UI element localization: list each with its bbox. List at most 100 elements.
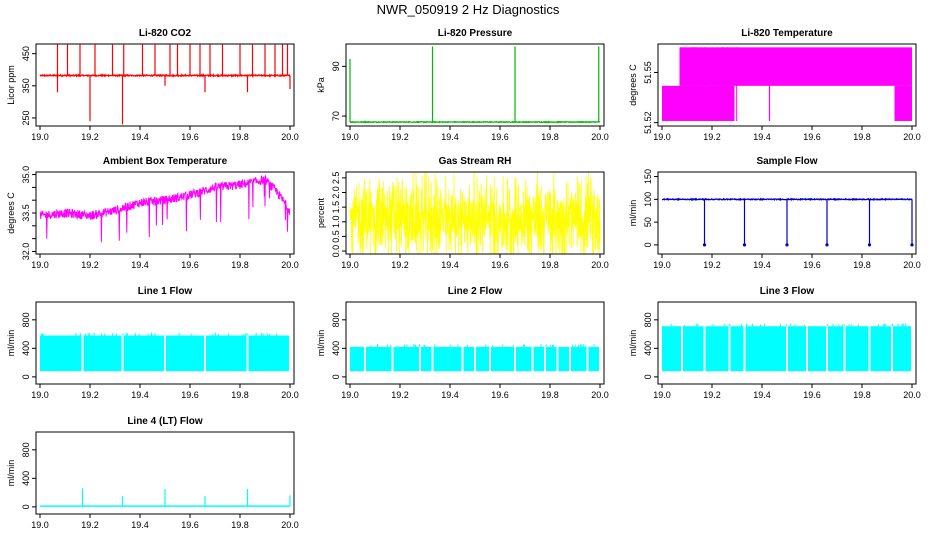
- chart-title: Line 1 Flow: [138, 286, 193, 297]
- data-band: [588, 346, 599, 372]
- data-band: [558, 346, 569, 372]
- x-tick-label: 19.0: [31, 260, 49, 270]
- x-tick-label: 19.4: [753, 390, 771, 400]
- chart-title: Line 4 (LT) Flow: [127, 416, 203, 427]
- x-tick-label: 19.0: [341, 390, 359, 400]
- y-tick-label: 800: [21, 312, 31, 327]
- data-band: [166, 335, 204, 372]
- data-point: [785, 243, 789, 247]
- y-tick-label: 51.55: [643, 61, 653, 84]
- chart-panel-4: Ambient Box Temperature 19.0 19.2 19.4 19.6 1…: [6, 156, 299, 270]
- x-tick-label: 19.2: [703, 390, 721, 400]
- chart-title: Line 2 Flow: [448, 286, 503, 297]
- chart-panel-10: Line 4 (LT) Flow 19.0 19.2 19.4 19.6 19.8 20.0…: [6, 416, 299, 530]
- plot-frame: [35, 43, 295, 127]
- x-tick-label: 20.0: [281, 260, 299, 270]
- y-tick-label: 51.52: [643, 111, 653, 134]
- x-tick-label: 19.8: [231, 260, 249, 270]
- x-tick-label: 19.8: [853, 390, 871, 400]
- data-block: [894, 85, 912, 121]
- x-tick-label: 19.6: [491, 260, 509, 270]
- x-tick-label: 19.8: [541, 260, 559, 270]
- x-tick-label: 19.2: [81, 260, 99, 270]
- data-point: [742, 243, 747, 247]
- data-band: [571, 346, 587, 372]
- y-axis-label: ml/min: [628, 330, 638, 357]
- data-band: [491, 346, 514, 372]
- data-band: [828, 326, 844, 372]
- data-band: [433, 346, 462, 372]
- x-tick-label: 19.4: [131, 390, 149, 400]
- x-tick-label: 19.2: [391, 132, 409, 142]
- y-axis-label: ml/min: [6, 460, 16, 487]
- y-tick-label: 33.5: [21, 204, 31, 222]
- plot-frame: [35, 301, 295, 385]
- data-band: [788, 326, 806, 372]
- figure-title: NWR_050919 2 Hz Diagnostics: [376, 2, 560, 17]
- chart-title: Li-820 CO2: [139, 28, 192, 39]
- x-tick-label: 19.6: [803, 132, 821, 142]
- y-tick-label: 100: [643, 192, 653, 207]
- data-band: [870, 326, 891, 372]
- x-tick-label: 20.0: [281, 520, 299, 530]
- data-band: [350, 346, 364, 372]
- x-tick-label: 20.0: [591, 132, 609, 142]
- chart-series: [349, 46, 601, 124]
- plot-frame: [657, 171, 917, 255]
- chart-title: Sample Flow: [756, 156, 817, 167]
- x-tick-label: 19.6: [181, 390, 199, 400]
- chart-series: [39, 174, 291, 243]
- y-axis-label: percent: [316, 197, 326, 228]
- y-tick-label: 150: [643, 169, 653, 184]
- x-tick-label: 19.8: [231, 390, 249, 400]
- x-tick-label: 20.0: [591, 390, 609, 400]
- plot-frame: [657, 301, 917, 385]
- chart-panel-3: Li-820 Temperature 19.0 19.2 19.4 19.6 19.8 20…: [628, 28, 921, 142]
- y-axis-label: ml/min: [316, 330, 326, 357]
- data-point: [910, 243, 914, 247]
- data-line: [661, 197, 913, 202]
- x-tick-label: 19.0: [31, 520, 49, 530]
- x-tick-label: 19.6: [803, 260, 821, 270]
- data-band: [40, 335, 82, 372]
- x-tick-label: 19.4: [753, 132, 771, 142]
- plot-frame: [345, 171, 605, 255]
- plot-frame: [345, 301, 605, 385]
- chart-series: [349, 171, 601, 255]
- chart-panel-9: Line 3 Flow 19.0 19.2 19.4 19.6 19.8 20.0 0 400 8…: [628, 286, 921, 400]
- x-tick-label: 19.0: [653, 132, 671, 142]
- x-tick-label: 19.2: [391, 390, 409, 400]
- x-tick-label: 19.4: [131, 260, 149, 270]
- chart-panel-2: Li-820 Pressure 19.0 19.2 19.4 19.6 19.8 20.0 7…: [316, 28, 609, 142]
- y-axis-label: Licor ppm: [6, 65, 16, 105]
- x-tick-label: 20.0: [903, 390, 921, 400]
- x-tick-label: 19.8: [541, 132, 559, 142]
- data-band: [476, 346, 489, 372]
- data-point: [867, 243, 872, 247]
- data-band: [662, 326, 681, 372]
- x-tick-label: 19.2: [81, 132, 99, 142]
- chart-series: [350, 344, 599, 372]
- y-tick-label: 2.0: [331, 186, 341, 199]
- data-line: [39, 72, 291, 78]
- data-band: [83, 335, 122, 372]
- y-tick-label: 2.5: [331, 172, 341, 185]
- data-band: [730, 326, 744, 372]
- y-axis-label: kPa: [316, 77, 326, 93]
- x-tick-label: 19.6: [491, 390, 509, 400]
- y-axis-label: ml/min: [6, 330, 16, 357]
- x-tick-label: 19.0: [341, 132, 359, 142]
- chart-series: [661, 197, 914, 247]
- x-tick-label: 19.2: [81, 390, 99, 400]
- y-tick-label: 400: [21, 341, 31, 356]
- x-tick-label: 19.2: [81, 520, 99, 530]
- chart-title: Li-820 Pressure: [438, 28, 513, 39]
- x-tick-label: 19.8: [541, 390, 559, 400]
- chart-panel-5: Gas Stream RH 19.0 19.2 19.4 19.6 19.8 20.0 0.0…: [316, 156, 609, 270]
- data-line: [349, 171, 601, 255]
- y-tick-label: 0: [643, 242, 653, 247]
- data-point: [702, 243, 707, 247]
- x-tick-label: 19.0: [31, 390, 49, 400]
- y-tick-label: 0: [643, 374, 653, 379]
- x-tick-label: 19.6: [181, 520, 199, 530]
